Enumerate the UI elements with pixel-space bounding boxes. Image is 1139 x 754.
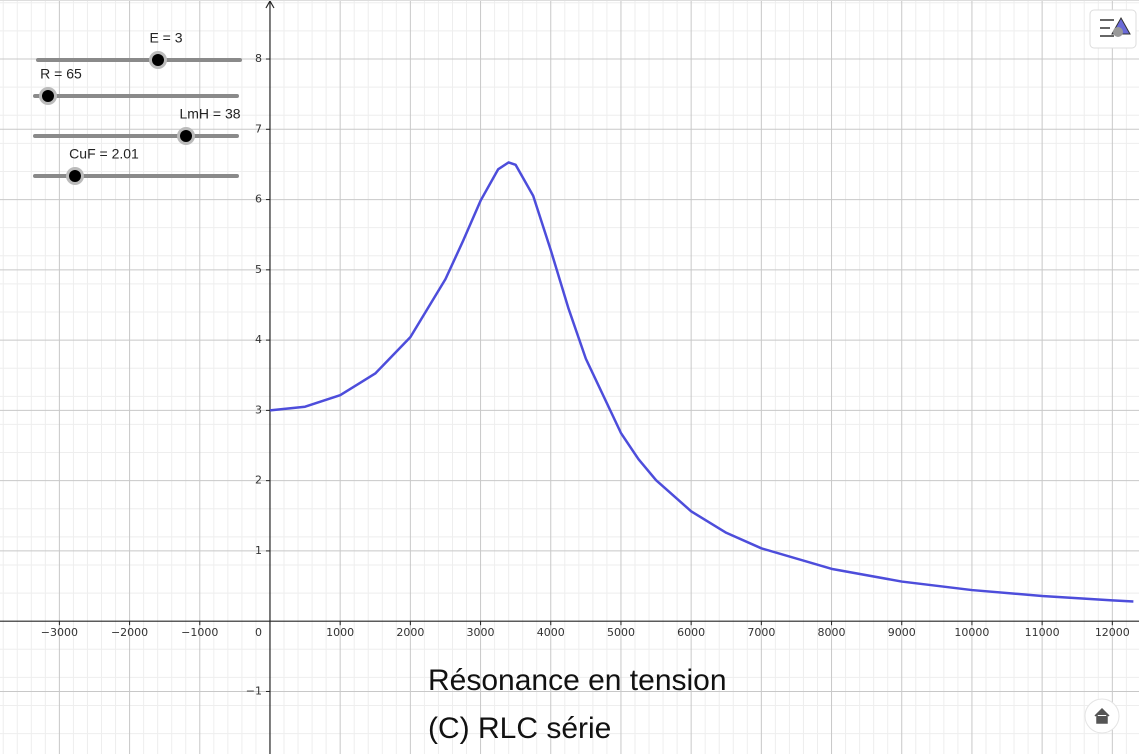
curve	[269, 161, 1134, 603]
x-tick-label: 7000	[747, 626, 775, 639]
sliders: E = 3 R = 65 LmH = 38 CuF = 2.01	[33, 30, 242, 185]
x-tick-label: 0	[255, 626, 262, 639]
annotation: (C) RLC série	[428, 712, 611, 745]
x-tick-label: 8000	[818, 626, 846, 639]
y-tick-label: 7	[255, 122, 262, 135]
style-bar-button[interactable]	[1089, 9, 1137, 49]
y-tick-label: 2	[255, 474, 262, 487]
y-tick-label: −1	[246, 684, 262, 697]
x-tick-label: 4000	[537, 626, 565, 639]
y-tick-label: 6	[255, 193, 262, 206]
home-icon	[1094, 707, 1110, 724]
slider-label: LmH = 38	[179, 106, 240, 122]
x-tick-label: 2000	[396, 626, 424, 639]
y-tick-label: 8	[255, 52, 262, 65]
slider-label: R = 65	[40, 66, 82, 82]
y-tick-label: 4	[255, 333, 262, 346]
slider[interactable]: LmH = 38	[33, 106, 241, 145]
y-tick-label: 3	[255, 403, 262, 416]
home-button[interactable]	[1084, 698, 1120, 734]
slider-knob[interactable]	[180, 130, 192, 142]
slider[interactable]: E = 3	[36, 30, 242, 69]
slider-label: E = 3	[149, 30, 182, 46]
x-tick-label: 12000	[1095, 626, 1130, 639]
menu-icon	[1100, 19, 1114, 37]
circle-icon	[1113, 27, 1123, 37]
slider-knob[interactable]	[42, 90, 54, 102]
y-tick-label: 5	[255, 263, 262, 276]
x-tick-label: 6000	[677, 626, 705, 639]
button-frame[interactable]	[1089, 9, 1137, 49]
x-tick-label: −3000	[41, 626, 78, 639]
x-tick-label: 5000	[607, 626, 635, 639]
annotation: Résonance en tension	[428, 664, 727, 697]
x-tick-label: 9000	[888, 626, 916, 639]
slider[interactable]: R = 65	[33, 66, 239, 105]
slider[interactable]: CuF = 2.01	[33, 146, 239, 185]
x-tick-label: 3000	[467, 626, 495, 639]
slider-knob[interactable]	[152, 54, 164, 66]
x-tick-label: 1000	[326, 626, 354, 639]
slider-knob[interactable]	[69, 170, 81, 182]
slider-label: CuF = 2.01	[69, 146, 139, 162]
x-tick-label: −1000	[181, 626, 218, 639]
x-tick-label: −2000	[111, 626, 148, 639]
y-tick-label: 1	[255, 544, 262, 557]
x-tick-label: 10000	[954, 626, 989, 639]
x-tick-label: 11000	[1025, 626, 1060, 639]
